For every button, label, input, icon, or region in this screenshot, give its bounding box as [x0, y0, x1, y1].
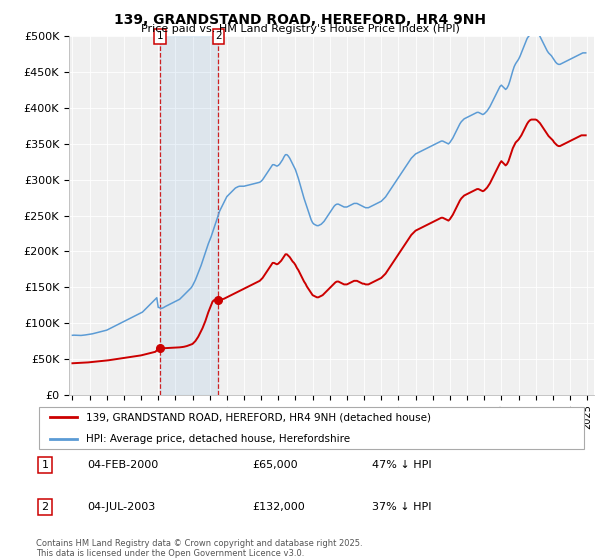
- Text: 139, GRANDSTAND ROAD, HEREFORD, HR4 9NH: 139, GRANDSTAND ROAD, HEREFORD, HR4 9NH: [114, 13, 486, 27]
- Text: HPI: Average price, detached house, Herefordshire: HPI: Average price, detached house, Here…: [86, 435, 350, 444]
- Text: 04-JUL-2003: 04-JUL-2003: [87, 502, 155, 512]
- Text: £65,000: £65,000: [252, 460, 298, 470]
- Text: 04-FEB-2000: 04-FEB-2000: [87, 460, 158, 470]
- Text: 2: 2: [41, 502, 49, 512]
- Text: £132,000: £132,000: [252, 502, 305, 512]
- Bar: [160, 36, 218, 395]
- Text: 37% ↓ HPI: 37% ↓ HPI: [372, 502, 431, 512]
- Text: 2: 2: [215, 31, 222, 41]
- FancyBboxPatch shape: [39, 407, 584, 449]
- Text: 1: 1: [41, 460, 49, 470]
- Text: 47% ↓ HPI: 47% ↓ HPI: [372, 460, 431, 470]
- Text: 139, GRANDSTAND ROAD, HEREFORD, HR4 9NH (detached house): 139, GRANDSTAND ROAD, HEREFORD, HR4 9NH …: [86, 412, 431, 422]
- Text: 1: 1: [157, 31, 163, 41]
- Text: Contains HM Land Registry data © Crown copyright and database right 2025.
This d: Contains HM Land Registry data © Crown c…: [36, 539, 362, 558]
- Text: Price paid vs. HM Land Registry's House Price Index (HPI): Price paid vs. HM Land Registry's House …: [140, 24, 460, 34]
